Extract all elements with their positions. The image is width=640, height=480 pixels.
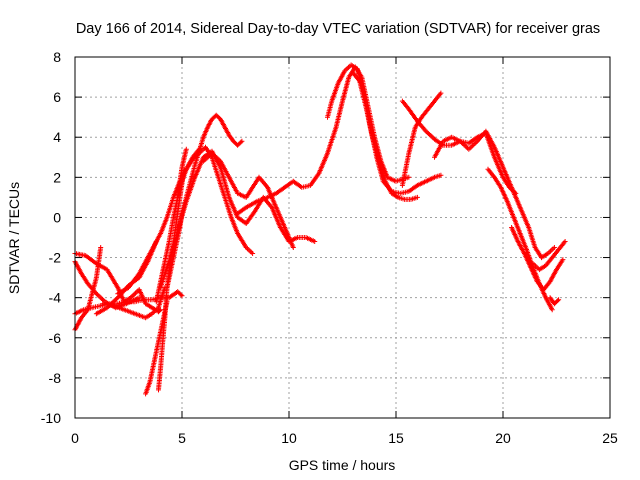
series-track-15	[235, 64, 412, 216]
series-track-18	[399, 90, 444, 188]
series-marks	[399, 90, 444, 188]
y-axis-label: SDTVAR / TECUs	[6, 182, 22, 294]
y-tick-label: 6	[53, 89, 61, 105]
y-tick-label: -8	[49, 370, 62, 386]
grid	[75, 57, 610, 418]
y-tick-label: 2	[53, 169, 61, 185]
y-tick-label: 0	[53, 209, 61, 225]
x-tick-label: 5	[178, 430, 186, 446]
series-marks	[399, 98, 519, 196]
series-marks	[432, 128, 557, 261]
x-tick-label: 0	[71, 430, 79, 446]
series-track-23	[530, 239, 568, 273]
y-tick-label: -10	[41, 410, 61, 426]
series-marks	[350, 70, 420, 202]
x-tick-label: 20	[495, 430, 511, 446]
series-track-13	[175, 146, 189, 200]
x-tick-label: 15	[388, 430, 404, 446]
x-tick-label: 10	[281, 430, 297, 446]
y-tick-label: -2	[49, 250, 62, 266]
series-track-19	[399, 98, 519, 196]
plot-frame	[74, 56, 611, 419]
chart-title: Day 166 of 2014, Sidereal Day-to-day VTE…	[76, 21, 600, 37]
y-tick-label: -4	[49, 290, 62, 306]
x-tick-label: 25	[602, 430, 618, 446]
data-layer	[72, 62, 568, 397]
y-tick-label: -6	[49, 330, 62, 346]
y-tick-label: 4	[53, 129, 61, 145]
series-marks	[175, 146, 189, 200]
series-track-20	[432, 128, 557, 261]
y-tick-label: 8	[53, 49, 61, 65]
y-tick-labels: -10 -8 -6 -4 -2 0 2 4 6 8	[41, 49, 61, 426]
series-marks	[509, 225, 566, 293]
series-marks	[235, 64, 412, 216]
tick-marks	[74, 56, 611, 419]
x-tick-labels: 0 5 10 15 20 25	[71, 430, 618, 446]
series-track-22	[509, 225, 566, 293]
series-track-24	[547, 295, 562, 307]
series-marks	[547, 295, 562, 307]
series-track-17	[350, 70, 420, 202]
x-axis-label: GPS time / hours	[289, 457, 396, 473]
series-marks	[530, 239, 568, 273]
